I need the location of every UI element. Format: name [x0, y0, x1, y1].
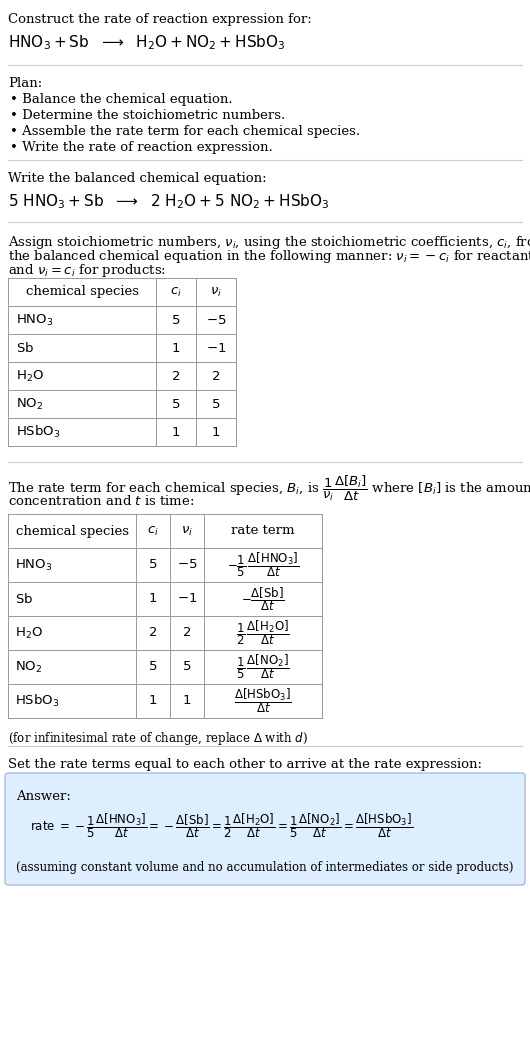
Text: $\mathrm{HSbO_3}$: $\mathrm{HSbO_3}$: [16, 424, 60, 441]
Text: $1$: $1$: [211, 426, 220, 438]
Text: concentration and $t$ is time:: concentration and $t$ is time:: [8, 494, 195, 508]
Text: Assign stoichiometric numbers, $\nu_i$, using the stoichiometric coefficients, $: Assign stoichiometric numbers, $\nu_i$, …: [8, 234, 530, 251]
Text: $\mathrm{NO_2}$: $\mathrm{NO_2}$: [15, 660, 42, 674]
Text: $c_i$: $c_i$: [147, 524, 159, 538]
Text: the balanced chemical equation in the following manner: $\nu_i = -c_i$ for react: the balanced chemical equation in the fo…: [8, 248, 530, 265]
Text: $2$: $2$: [211, 370, 220, 382]
Text: • Determine the stoichiometric numbers.: • Determine the stoichiometric numbers.: [10, 109, 285, 122]
Text: (for infinitesimal rate of change, replace $\Delta$ with $d$): (for infinitesimal rate of change, repla…: [8, 730, 308, 748]
Text: The rate term for each chemical species, $B_i$, is $\dfrac{1}{\nu_i}\dfrac{\Delt: The rate term for each chemical species,…: [8, 474, 530, 503]
Text: • Balance the chemical equation.: • Balance the chemical equation.: [10, 93, 233, 106]
FancyBboxPatch shape: [5, 773, 525, 885]
Text: 5: 5: [172, 398, 180, 410]
Text: $\mathrm{HNO_3 + Sb}$  $\longrightarrow$  $\mathrm{H_2O + NO_2 + HSbO_3}$: $\mathrm{HNO_3 + Sb}$ $\longrightarrow$ …: [8, 33, 286, 52]
Text: $\nu_i$: $\nu_i$: [210, 285, 222, 299]
Text: 1: 1: [172, 426, 180, 438]
Text: 1: 1: [149, 694, 157, 708]
Text: $\mathrm{HNO_3}$: $\mathrm{HNO_3}$: [16, 312, 54, 328]
Text: (assuming constant volume and no accumulation of intermediates or side products): (assuming constant volume and no accumul…: [16, 861, 514, 874]
Text: $1$: $1$: [182, 694, 192, 708]
Text: $\mathrm{Sb}$: $\mathrm{Sb}$: [16, 341, 34, 355]
Text: $-\dfrac{\Delta[\mathrm{Sb}]}{\Delta t}$: $-\dfrac{\Delta[\mathrm{Sb}]}{\Delta t}$: [241, 585, 285, 613]
Text: 5: 5: [172, 313, 180, 327]
Text: $5$: $5$: [182, 661, 192, 673]
Text: $-5$: $-5$: [177, 559, 197, 571]
Text: Write the balanced chemical equation:: Write the balanced chemical equation:: [8, 172, 267, 185]
Text: $-5$: $-5$: [206, 313, 226, 327]
Text: $\mathrm{NO_2}$: $\mathrm{NO_2}$: [16, 397, 43, 411]
Text: $\mathrm{HSbO_3}$: $\mathrm{HSbO_3}$: [15, 693, 59, 709]
Text: 5: 5: [149, 661, 157, 673]
Text: $-1$: $-1$: [206, 341, 226, 355]
Text: 2: 2: [172, 370, 180, 382]
Text: Answer:: Answer:: [16, 790, 71, 803]
Text: rate $= -\dfrac{1}{5}\dfrac{\Delta[\mathrm{HNO_3}]}{\Delta t}= -\dfrac{\Delta[\m: rate $= -\dfrac{1}{5}\dfrac{\Delta[\math…: [30, 811, 413, 840]
Text: 1: 1: [172, 341, 180, 355]
Text: $-1$: $-1$: [177, 593, 197, 606]
Text: $\mathrm{H_2O}$: $\mathrm{H_2O}$: [15, 625, 43, 641]
Text: $\nu_i$: $\nu_i$: [181, 524, 193, 538]
Text: $\mathrm{Sb}$: $\mathrm{Sb}$: [15, 592, 33, 606]
Text: chemical species: chemical species: [25, 285, 138, 299]
Text: $\dfrac{1}{2}\,\dfrac{\Delta[\mathrm{H_2O}]}{\Delta t}$: $\dfrac{1}{2}\,\dfrac{\Delta[\mathrm{H_2…: [236, 619, 290, 647]
Text: • Assemble the rate term for each chemical species.: • Assemble the rate term for each chemic…: [10, 125, 360, 138]
Text: and $\nu_i = c_i$ for products:: and $\nu_i = c_i$ for products:: [8, 262, 166, 279]
Text: Set the rate terms equal to each other to arrive at the rate expression:: Set the rate terms equal to each other t…: [8, 758, 482, 772]
Text: $\mathrm{H_2O}$: $\mathrm{H_2O}$: [16, 369, 44, 383]
Text: 1: 1: [149, 593, 157, 606]
Text: $2$: $2$: [182, 626, 191, 640]
Text: $\dfrac{\Delta[\mathrm{HSbO_3}]}{\Delta t}$: $\dfrac{\Delta[\mathrm{HSbO_3}]}{\Delta …: [234, 687, 292, 715]
Text: $c_i$: $c_i$: [170, 285, 182, 299]
Text: $5$: $5$: [211, 398, 220, 410]
Text: 5: 5: [149, 559, 157, 571]
Text: $\mathrm{5\ HNO_3 + Sb}$  $\longrightarrow$  $\mathrm{2\ H_2O + 5\ NO_2 + HSbO_3: $\mathrm{5\ HNO_3 + Sb}$ $\longrightarro…: [8, 192, 330, 211]
Text: 2: 2: [149, 626, 157, 640]
Text: rate term: rate term: [231, 524, 295, 538]
Text: $-\dfrac{1}{5}\,\dfrac{\Delta[\mathrm{HNO_3}]}{\Delta t}$: $-\dfrac{1}{5}\,\dfrac{\Delta[\mathrm{HN…: [227, 550, 299, 579]
Text: $\mathrm{HNO_3}$: $\mathrm{HNO_3}$: [15, 557, 52, 572]
Text: $\dfrac{1}{5}\,\dfrac{\Delta[\mathrm{NO_2}]}{\Delta t}$: $\dfrac{1}{5}\,\dfrac{\Delta[\mathrm{NO_…: [236, 652, 290, 682]
Text: Construct the rate of reaction expression for:: Construct the rate of reaction expressio…: [8, 13, 312, 26]
Text: chemical species: chemical species: [15, 524, 128, 538]
Text: Plan:: Plan:: [8, 77, 42, 90]
Text: • Write the rate of reaction expression.: • Write the rate of reaction expression.: [10, 141, 273, 155]
